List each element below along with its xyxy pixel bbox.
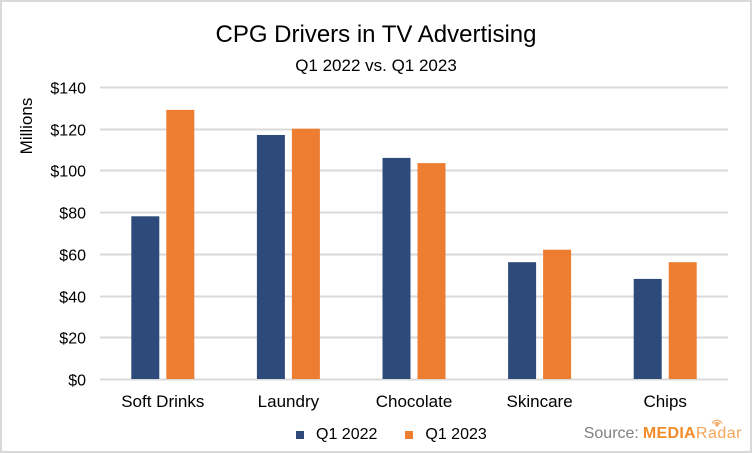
brand-logo-radar: Radar [695, 419, 742, 443]
source-label: Source: [583, 425, 639, 442]
gridlines [100, 86, 728, 381]
x-tick-label-laundry: Laundry [258, 392, 320, 411]
bar-chips-q1-2022 [633, 278, 662, 379]
radar-waves-icon [711, 419, 723, 427]
bar-soft-drinks-q1-2022 [131, 216, 160, 379]
bar-chocolate-q1-2022 [382, 157, 411, 379]
y-tick-labels: $0 $20 $40 $60 $80 $100 $120 $140 [50, 81, 86, 390]
x-tick-label-chocolate: Chocolate [376, 392, 453, 411]
bar-chips-q1-2023 [668, 262, 697, 379]
legend-swatch-q1-2022 [296, 431, 304, 439]
y-tick-label: $120 [50, 123, 86, 140]
y-tick-label: $80 [59, 206, 86, 223]
x-tick-labels: Soft Drinks Laundry Chocolate Skincare Chips [121, 392, 687, 411]
y-tick-label: $140 [50, 81, 86, 98]
bar-skincare-q1-2023 [543, 249, 572, 379]
bar-skincare-q1-2022 [508, 262, 537, 379]
bar-chocolate-q1-2023 [417, 163, 446, 379]
y-tick-label: $100 [50, 164, 86, 181]
legend-label-q1-2023: Q1 2023 [425, 426, 487, 443]
legend-item-q1-2023: Q1 2023 [405, 426, 487, 444]
x-tick-label-chips: Chips [643, 392, 686, 411]
brand-logo-media: MEDIA [642, 425, 696, 442]
legend-item-q1-2022: Q1 2022 [296, 426, 377, 444]
legend-swatch-q1-2023 [405, 431, 414, 439]
bar-laundry-q1-2022 [256, 135, 285, 379]
y-tick-label: $20 [59, 331, 86, 348]
y-tick-label: $60 [59, 248, 86, 265]
chart-title: CPG Drivers in TV Advertising [215, 21, 537, 48]
bar-laundry-q1-2023 [291, 128, 320, 379]
brand-logo-radar-text: Radar [695, 425, 742, 442]
bars [131, 109, 697, 380]
legend-label-q1-2022: Q1 2022 [316, 426, 378, 443]
source-credit: Source: MEDIA Radar [583, 419, 742, 443]
y-tick-label: $0 [68, 373, 86, 390]
legend: Q1 2022 Q1 2023 [296, 426, 515, 444]
x-tick-label-soft-drinks: Soft Drinks [121, 392, 204, 411]
y-tick-label: $40 [59, 290, 86, 307]
bar-soft-drinks-q1-2023 [166, 109, 195, 380]
x-tick-label-skincare: Skincare [507, 392, 573, 411]
chart-subtitle: Q1 2022 vs. Q1 2023 [295, 56, 457, 75]
